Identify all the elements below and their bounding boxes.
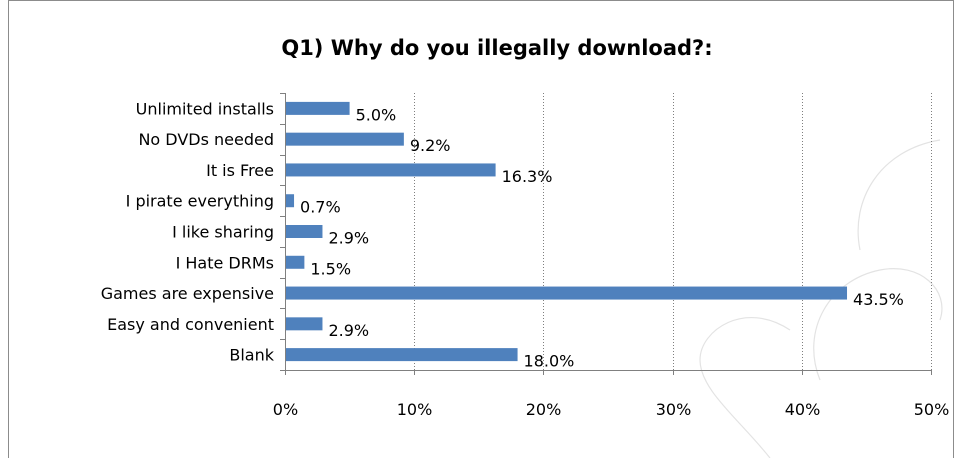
category-label: No DVDs needed <box>138 130 274 149</box>
x-tick-label: 40% <box>785 400 821 419</box>
category-label: Unlimited installs <box>136 99 274 118</box>
data-label: 5.0% <box>356 105 397 124</box>
data-label: 1.5% <box>310 259 351 278</box>
chart-title: Q1) Why do you illegally download?: <box>281 36 712 60</box>
data-label: 0.7% <box>300 198 341 217</box>
data-label: 16.3% <box>502 167 553 186</box>
bar <box>286 287 847 300</box>
labels: 0% 10% 20% 30% 40% 50% Unlimited installs 5.0% N… <box>101 99 950 419</box>
data-label: 18.0% <box>524 352 575 371</box>
bar <box>286 133 404 146</box>
category-label: Easy and convenient <box>107 315 274 334</box>
bar <box>286 194 294 207</box>
category-label: Blank <box>229 346 274 365</box>
bars <box>286 102 847 361</box>
category-label: Games are expensive <box>101 284 274 303</box>
bar <box>286 102 350 115</box>
data-label: 2.9% <box>328 229 369 248</box>
category-label: I Hate DRMs <box>176 253 274 272</box>
data-label: 9.2% <box>410 136 451 155</box>
x-tick-label: 10% <box>397 400 433 419</box>
gridlines <box>415 93 932 370</box>
bar <box>286 317 322 330</box>
x-tick-label: 30% <box>656 400 692 419</box>
x-tick-label: 50% <box>914 400 950 419</box>
category-label: I like sharing <box>172 223 274 242</box>
category-label: It is Free <box>206 161 274 180</box>
data-label: 43.5% <box>853 290 904 309</box>
category-label: I pirate everything <box>126 192 274 211</box>
bar <box>286 163 496 176</box>
data-label: 2.9% <box>328 321 369 340</box>
bar <box>286 225 322 238</box>
bar <box>286 256 304 269</box>
bar <box>286 348 518 361</box>
x-tick-label: 0% <box>273 400 298 419</box>
x-tick-label: 20% <box>526 400 562 419</box>
